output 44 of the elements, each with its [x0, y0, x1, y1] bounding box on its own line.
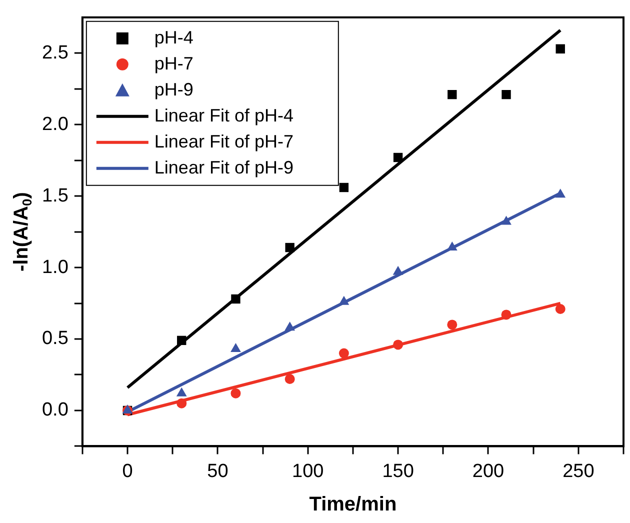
point	[392, 266, 404, 275]
legend-label: pH-4	[154, 27, 194, 48]
x-tick-label: 200	[472, 460, 504, 482]
point	[447, 320, 458, 330]
y-axis-title: -ln(A/A0)	[10, 192, 35, 272]
point	[338, 348, 349, 358]
x-tick-label: 50	[207, 460, 228, 482]
point	[176, 387, 187, 396]
point	[393, 152, 403, 162]
y-tick-label: 1.0	[42, 256, 68, 278]
point	[284, 374, 295, 384]
y-tick-label: 1.5	[42, 185, 68, 206]
point	[446, 242, 458, 251]
point	[501, 310, 512, 320]
point	[177, 336, 186, 346]
x-tick-label: 0	[122, 460, 133, 482]
point	[501, 216, 512, 225]
legend-label: pH-9	[154, 79, 194, 100]
point	[176, 398, 187, 408]
x-tick-label: 100	[292, 460, 324, 482]
y-tick-label: 2.0	[42, 114, 68, 135]
legend-label: Linear Fit of pH-7	[154, 131, 294, 152]
point	[338, 296, 350, 305]
point	[393, 340, 404, 350]
point	[284, 322, 296, 331]
x-axis-title: Time/min	[309, 494, 397, 516]
x-tick-label: 150	[382, 460, 414, 482]
point	[339, 182, 349, 192]
x-tick-label: 250	[562, 460, 594, 482]
legend-label: pH-7	[154, 53, 194, 74]
point	[230, 343, 241, 352]
point	[556, 44, 565, 54]
point	[555, 188, 566, 198]
point	[448, 90, 457, 100]
y-tick-label: 0.5	[42, 328, 68, 350]
point	[230, 388, 241, 398]
point	[285, 242, 294, 252]
point	[231, 294, 240, 304]
legend-label: Linear Fit of pH-9	[154, 157, 294, 178]
legend-label: Linear Fit of pH-4	[154, 105, 294, 126]
point	[555, 304, 566, 314]
point	[502, 90, 511, 100]
y-tick-label: 2.5	[42, 42, 68, 64]
y-tick-label: 0.0	[42, 400, 68, 421]
